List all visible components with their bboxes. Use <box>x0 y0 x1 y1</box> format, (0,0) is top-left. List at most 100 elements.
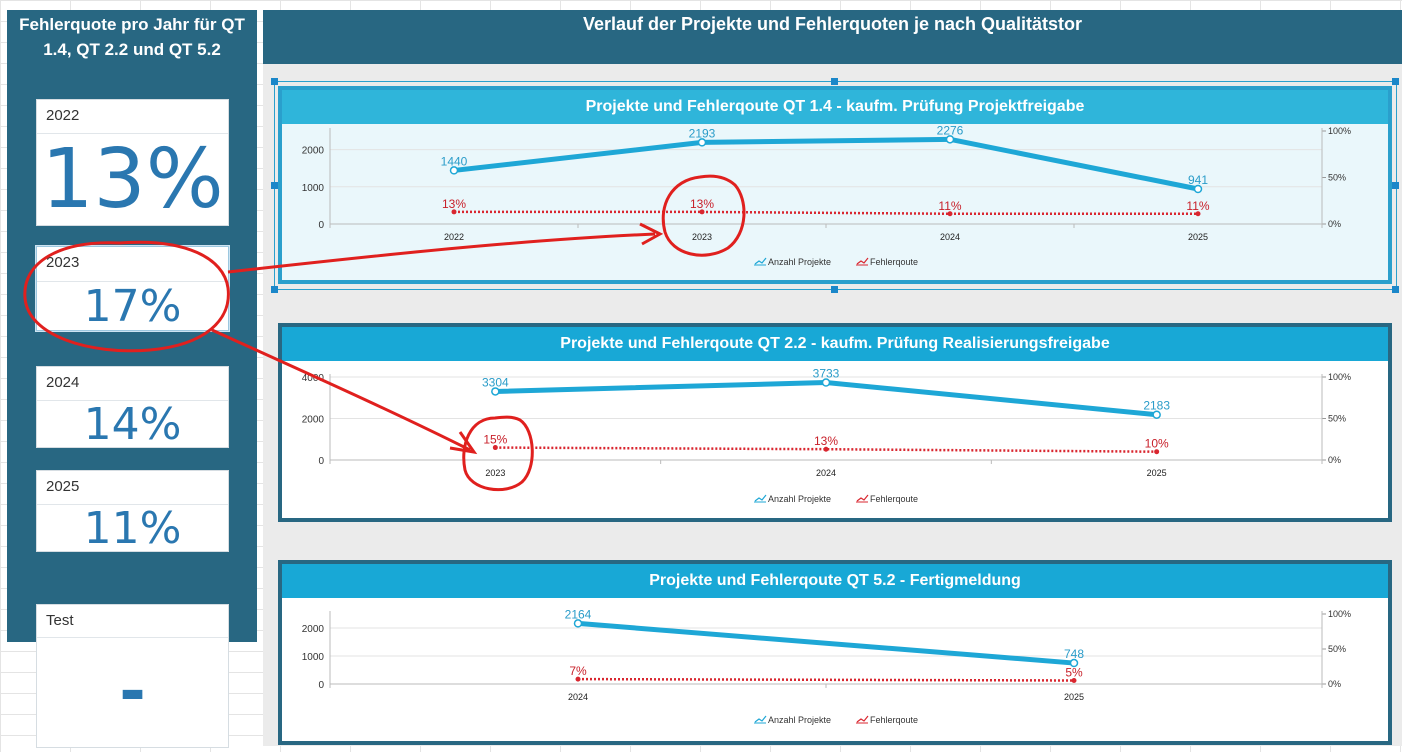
data-label-fehlerquote: 15% <box>483 433 507 447</box>
data-label-fehlerquote: 5% <box>1065 666 1083 680</box>
series-line-fehlerquote <box>577 677 1075 682</box>
y2-tick-label: 50% <box>1328 173 1346 183</box>
data-label-projekte: 2276 <box>937 124 964 137</box>
resize-handle[interactable] <box>271 78 278 85</box>
kpi-divider <box>37 133 228 134</box>
data-label-projekte: 2193 <box>689 126 716 140</box>
x-tick-label: 2024 <box>816 468 836 478</box>
y-tick-label: 2000 <box>302 624 325 635</box>
kpi-divider <box>37 504 228 505</box>
y-tick-label: 0 <box>318 680 324 691</box>
y-tick-label: 0 <box>318 220 324 231</box>
x-tick-label: 2023 <box>692 232 712 242</box>
data-label-fehlerquote: 11% <box>938 199 961 213</box>
x-tick-label: 2025 <box>1188 232 1208 242</box>
point-projekte <box>945 135 955 144</box>
legend-icon-fehlerquote <box>856 257 869 265</box>
series-line-fehlerquote <box>454 210 1198 216</box>
point-fehlerquote <box>1195 211 1201 217</box>
resize-handle[interactable] <box>831 78 838 85</box>
point-fehlerquote <box>451 209 457 215</box>
x-tick-label: 2025 <box>1064 692 1084 702</box>
point-projekte <box>697 138 707 147</box>
y2-tick-label: 100% <box>1328 126 1351 136</box>
data-label-fehlerquote: 13% <box>814 434 838 448</box>
legend-icon-projekte <box>754 494 767 502</box>
data-label-projekte: 1440 <box>441 154 468 168</box>
kpi-year: 2024 <box>46 374 80 391</box>
resize-handle[interactable] <box>831 286 838 293</box>
point-fehlerquote <box>823 446 829 452</box>
kpi-year: Test <box>46 612 74 629</box>
data-label-fehlerquote: 11% <box>1186 199 1209 213</box>
data-label-projekte: 3304 <box>482 375 509 389</box>
chart-card-qt22[interactable]: Projekte und Fehlerqoute QT 2.2 - kaufm.… <box>278 323 1392 522</box>
legend-label-fehlerquote: Fehlerqoute <box>870 494 918 504</box>
legend-label-projekte: Anzahl Projekte <box>768 715 831 725</box>
dashboard-header: Verlauf der Projekte und Fehlerquoten je… <box>263 10 1402 64</box>
kpi-value: 11% <box>83 503 182 554</box>
resize-handle[interactable] <box>1392 78 1399 85</box>
chart-background <box>282 598 1388 741</box>
y-tick-label: 4000 <box>302 373 325 384</box>
kpi-card-2024[interactable]: 2024 14% <box>36 366 229 450</box>
point-projekte <box>573 619 583 628</box>
kpi-card-test[interactable]: Test - <box>36 604 229 748</box>
kpi-divider <box>37 400 228 401</box>
point-fehlerquote <box>1154 449 1160 455</box>
y2-tick-label: 50% <box>1328 414 1346 424</box>
x-tick-label: 2024 <box>568 692 588 702</box>
dashboard-title: Verlauf der Projekte und Fehlerquoten je… <box>582 14 1083 34</box>
y-tick-label: 2000 <box>302 146 325 157</box>
data-label-projekte: 3733 <box>813 367 840 381</box>
kpi-year: 2023 <box>46 254 80 271</box>
resize-handle[interactable] <box>1392 182 1399 189</box>
y2-tick-label: 0% <box>1328 219 1341 229</box>
kpi-card-2023[interactable]: 2023 17% <box>36 246 229 331</box>
legend-label-fehlerquote: Fehlerqoute <box>870 715 918 725</box>
y-tick-label: 0 <box>318 456 324 467</box>
chart-title: Projekte und Fehlerqoute QT 2.2 - kaufm.… <box>282 327 1388 361</box>
x-tick-label: 2023 <box>485 468 505 478</box>
chart-qt14: 0 1000 2000 0% 50% 100% 2022 2023 2024 2025 1440 21… <box>282 124 1388 280</box>
data-label-fehlerquote: 10% <box>1145 437 1169 451</box>
chart-card-qt14[interactable]: Projekte und Fehlerqoute QT 1.4 - kaufm.… <box>278 86 1392 284</box>
data-label-fehlerquote: 13% <box>442 197 466 211</box>
y2-tick-label: 0% <box>1328 679 1341 689</box>
point-projekte <box>1152 410 1161 419</box>
data-label-projekte: 2164 <box>565 607 592 621</box>
resize-handle[interactable] <box>271 182 278 189</box>
chart-card-qt52[interactable]: Projekte und Fehlerqoute QT 5.2 - Fertig… <box>278 560 1392 745</box>
resize-handle[interactable] <box>1392 286 1399 293</box>
y2-tick-label: 100% <box>1328 609 1351 619</box>
y-tick-label: 1000 <box>302 652 325 663</box>
chart-title: Projekte und Fehlerqoute QT 5.2 - Fertig… <box>282 564 1388 598</box>
point-projekte <box>1069 658 1079 668</box>
y-tick-label: 2000 <box>302 415 325 426</box>
data-label-fehlerquote: 13% <box>690 197 714 211</box>
kpi-value: 14% <box>83 399 182 450</box>
x-tick-label: 2024 <box>940 232 960 242</box>
chart-title: Projekte und Fehlerqoute QT 1.4 - kaufm.… <box>282 90 1388 124</box>
point-fehlerquote <box>575 676 581 682</box>
data-label-projekte: 941 <box>1188 173 1208 187</box>
kpi-year: 2022 <box>46 107 80 124</box>
data-label-projekte: 2183 <box>1143 399 1170 413</box>
kpi-value: 13% <box>41 132 224 227</box>
kpi-card-2022[interactable]: 2022 13% <box>36 99 229 226</box>
kpi-divider <box>37 637 228 638</box>
data-label-fehlerquote: 7% <box>569 664 587 678</box>
legend-icon-projekte <box>754 257 767 265</box>
resize-handle[interactable] <box>271 286 278 293</box>
kpi-card-2025[interactable]: 2025 11% <box>36 470 229 554</box>
legend-icon-projekte <box>754 715 767 723</box>
kpi-value: 17% <box>83 281 182 332</box>
series-line-projekte <box>577 620 1075 666</box>
data-label-projekte: 748 <box>1064 647 1084 661</box>
legend-icon-fehlerquote <box>856 494 869 502</box>
y2-tick-label: 0% <box>1328 455 1341 465</box>
y-tick-label: 1000 <box>302 183 325 194</box>
legend-label-projekte: Anzahl Projekte <box>768 494 831 504</box>
legend-label-projekte: Anzahl Projekte <box>768 257 831 267</box>
point-projekte <box>1193 184 1203 194</box>
